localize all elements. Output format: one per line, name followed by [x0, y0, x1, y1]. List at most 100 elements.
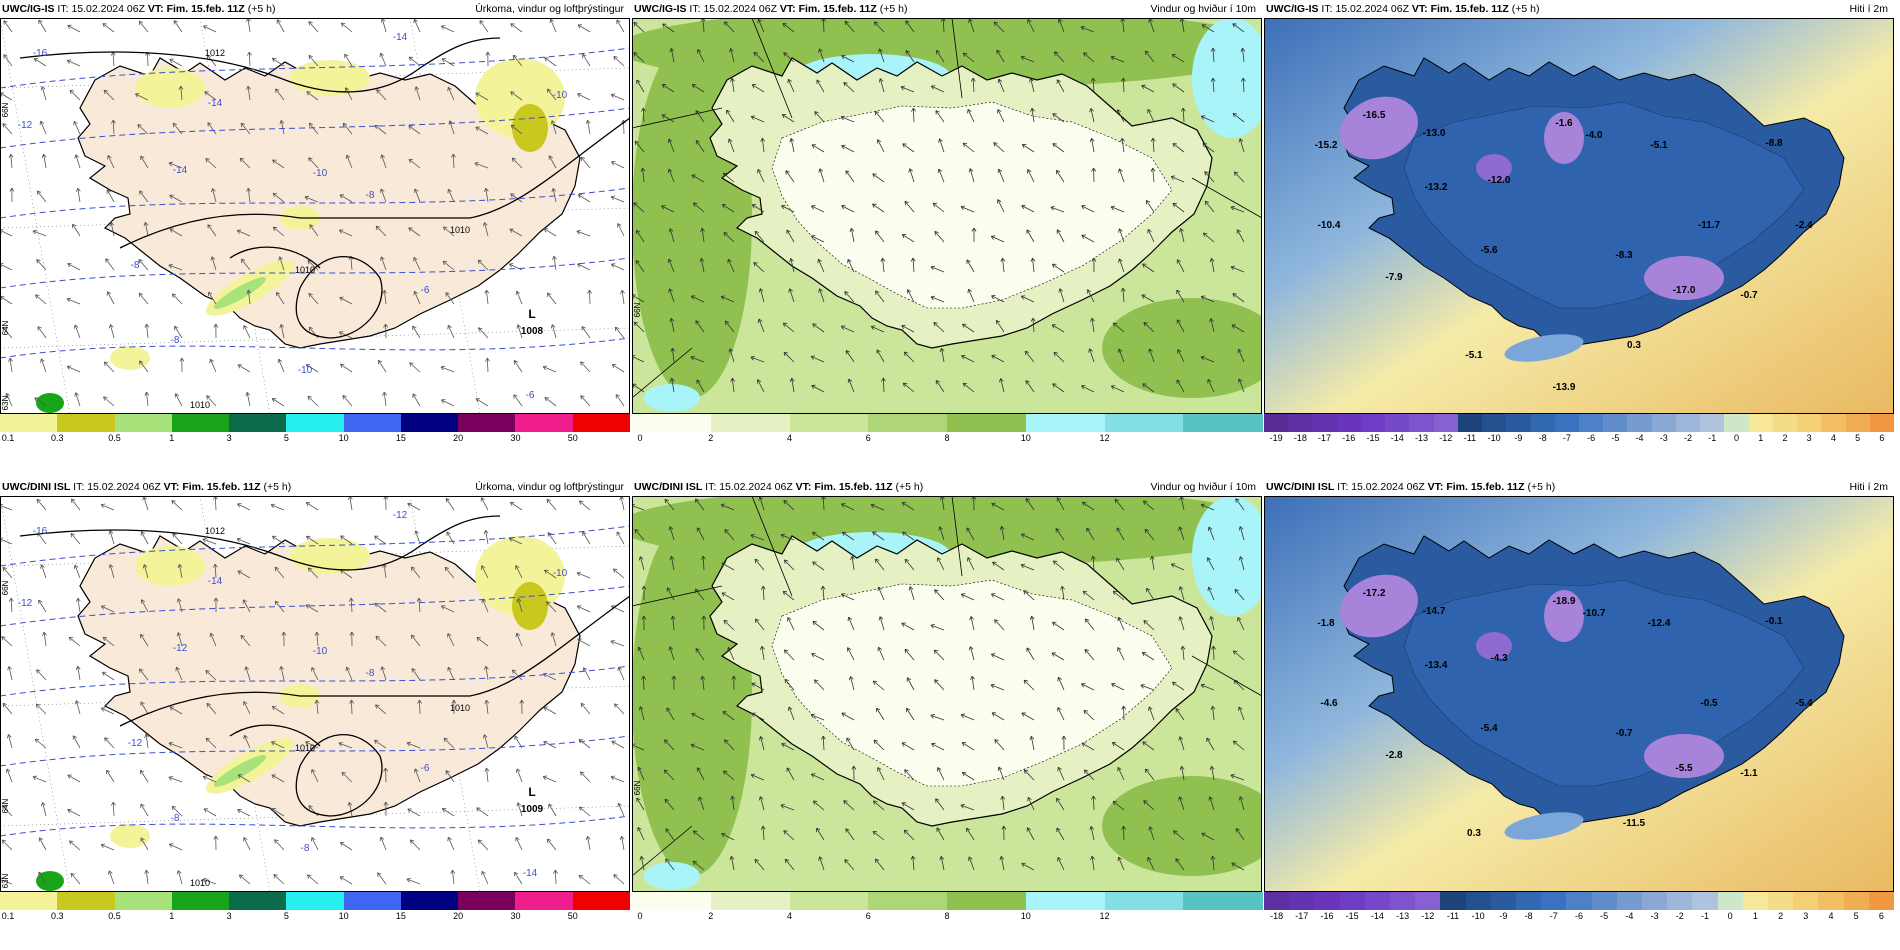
- wind-barb: [1114, 498, 1125, 511]
- legend-swatch: [1360, 414, 1386, 432]
- wind-barb: [247, 187, 252, 192]
- wind-barb: [1021, 533, 1035, 541]
- wind-barb: [1179, 766, 1182, 771]
- wind-barb: [1083, 769, 1095, 781]
- wind-barb: [444, 566, 450, 569]
- wind-barb: [1061, 586, 1065, 601]
- wind-barb: [377, 872, 382, 875]
- wind-barb: [69, 89, 75, 92]
- wind-barb: [513, 360, 523, 373]
- wind-barb: [513, 54, 518, 57]
- wind-barb: [728, 348, 731, 353]
- wind-barb: [543, 706, 557, 715]
- wind-barb: [1235, 828, 1245, 841]
- legend-tick: -4: [1625, 911, 1634, 921]
- legend-swatch: [1289, 892, 1315, 910]
- wind-barb: [1057, 707, 1062, 710]
- wind-barb: [380, 52, 385, 56]
- wind-barb: [478, 259, 483, 262]
- legend-swatch: [171, 414, 230, 432]
- wind-barb: [728, 138, 735, 153]
- wind-barb: [8, 666, 12, 670]
- wind-barb: [340, 22, 343, 27]
- wind-barb: [445, 770, 455, 783]
- model-name: UWC/DINI ISL: [634, 481, 703, 493]
- wind-barb: [277, 19, 281, 23]
- wind-barb: [1122, 288, 1125, 303]
- wind-barb: [1122, 77, 1126, 82]
- wind-barb: [41, 86, 47, 101]
- wind-barb: [1002, 795, 1006, 800]
- wind-barb: [930, 266, 934, 271]
- isobar-label: 1010: [295, 743, 315, 753]
- wind-barb: [101, 707, 115, 715]
- wind-barb: [238, 874, 242, 879]
- wind-barb: [1239, 526, 1245, 541]
- init-time: 15.02.2024 06Z: [87, 481, 161, 493]
- wind-barb: [811, 773, 825, 781]
- legend-swatch: [1336, 414, 1362, 432]
- wind-barb: [550, 18, 557, 33]
- wind-barb: [409, 158, 414, 161]
- wind-barb: [351, 631, 355, 636]
- wind-barb: [546, 88, 549, 94]
- wind-barb: [936, 827, 941, 831]
- wind-barb: [380, 836, 385, 840]
- wind-barb: [819, 288, 825, 303]
- wind-barb: [1052, 143, 1055, 148]
- wind-barb: [874, 21, 885, 33]
- wind-barb: [237, 809, 251, 817]
- wind-barb: [214, 564, 217, 579]
- wind-barb: [308, 805, 313, 808]
- wind-barb: [105, 258, 115, 271]
- isotherm-label: -16: [33, 526, 48, 537]
- wind-barb: [1118, 228, 1120, 233]
- wind-barb: [544, 57, 547, 62]
- wind-barb: [408, 227, 421, 237]
- wind-barb: [971, 676, 975, 691]
- wind-barb: [1207, 587, 1209, 592]
- legend-tick: 0.3: [51, 433, 64, 443]
- wind-barb: [108, 870, 110, 875]
- wind-barb: [610, 639, 615, 642]
- wind-barb: [67, 263, 81, 271]
- wind-barb: [271, 808, 275, 813]
- wind-barb: [1027, 797, 1035, 811]
- wind-barb: [175, 393, 183, 407]
- wind-barb: [1083, 709, 1095, 721]
- wind-barb: [171, 805, 183, 817]
- wind-barb: [1113, 322, 1125, 333]
- wind-barb: [669, 378, 673, 383]
- wind-barb: [1240, 77, 1244, 82]
- wind-barb: [1242, 78, 1245, 93]
- wind-barb: [784, 559, 789, 562]
- wind-barb: [937, 557, 942, 560]
- wind-barb: [111, 801, 114, 806]
- wind-barb: [447, 189, 455, 203]
- wind-barb: [307, 395, 312, 398]
- wind-barb: [445, 498, 455, 511]
- wind-barb: [1149, 826, 1155, 841]
- graticule: [632, 825, 693, 877]
- temperature-value: -10.7: [1583, 608, 1606, 619]
- legend-tick: -7: [1549, 911, 1558, 921]
- wind-barb: [1091, 167, 1094, 172]
- wind-barb: [635, 260, 645, 273]
- wind-barb: [811, 385, 825, 393]
- wind-barb: [758, 18, 762, 22]
- wind-barb: [634, 529, 636, 534]
- wind-barb: [762, 586, 765, 601]
- wind-barb: [934, 589, 939, 592]
- wind-barb: [1237, 229, 1241, 233]
- wind-barb: [237, 570, 241, 575]
- wind-barb: [670, 347, 673, 352]
- wind-barb: [877, 587, 879, 592]
- wind-barb: [783, 52, 786, 57]
- wind-barb: [667, 587, 675, 601]
- wind-barb: [1178, 526, 1180, 531]
- wind-barb: [168, 741, 173, 744]
- wind-barb: [613, 56, 616, 61]
- wind-barb: [1020, 563, 1026, 566]
- wind-barb: [383, 391, 387, 396]
- wind-barb: [411, 668, 416, 671]
